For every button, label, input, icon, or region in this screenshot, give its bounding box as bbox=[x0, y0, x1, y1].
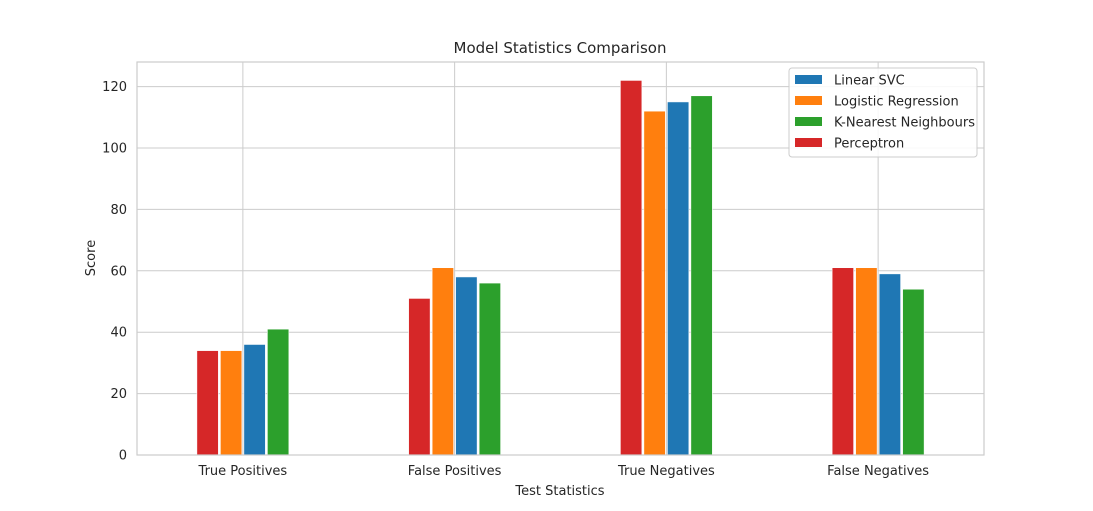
bar-linear-svc bbox=[455, 276, 478, 456]
bar-logistic-regression bbox=[220, 350, 243, 456]
legend-label-k-nearest-neighbours: K-Nearest Neighbours bbox=[834, 116, 975, 131]
bar-perceptron bbox=[620, 80, 643, 456]
legend-label-logistic-regression: Logistic Regression bbox=[834, 95, 959, 110]
x-tick-label: False Positives bbox=[408, 464, 502, 479]
bar-perceptron bbox=[408, 298, 431, 456]
y-tick-label: 60 bbox=[110, 264, 127, 279]
bar-k-nearest-neighbours bbox=[478, 282, 501, 456]
y-tick-labels: 0 20 40 60 80 100 120 bbox=[102, 80, 127, 463]
x-tick-labels: True Positives False Positives True Negati… bbox=[198, 464, 930, 479]
bar-logistic-regression bbox=[643, 110, 666, 456]
legend-label-linear-svc: Linear SVC bbox=[834, 74, 905, 89]
bar-linear-svc bbox=[243, 344, 266, 456]
legend: Linear SVC Logistic Regression K-Nearest N… bbox=[788, 67, 978, 158]
y-tick-label: 20 bbox=[110, 387, 127, 402]
legend-swatch-logistic-regression bbox=[795, 96, 822, 105]
bar-k-nearest-neighbours bbox=[690, 95, 713, 456]
legend-swatch-k-nearest-neighbours bbox=[795, 117, 822, 126]
y-tick-label: 100 bbox=[102, 141, 127, 156]
legend-swatch-linear-svc bbox=[795, 75, 822, 84]
chart-title: Model Statistics Comparison bbox=[454, 39, 667, 57]
legend-box bbox=[788, 67, 978, 158]
bar-logistic-regression bbox=[855, 267, 878, 456]
bar-perceptron bbox=[196, 350, 219, 456]
legend-label-perceptron: Perceptron bbox=[834, 137, 904, 152]
y-tick-label: 80 bbox=[110, 203, 127, 218]
bar-k-nearest-neighbours bbox=[267, 328, 290, 456]
bar-logistic-regression bbox=[431, 267, 454, 456]
bar-linear-svc bbox=[878, 273, 901, 456]
x-tick-label: True Negatives bbox=[617, 464, 715, 479]
plot-frame bbox=[136, 61, 985, 456]
bar-perceptron bbox=[831, 267, 854, 456]
x-axis-title: Test Statistics bbox=[514, 484, 604, 499]
y-tick-label: 120 bbox=[102, 80, 127, 95]
bar-linear-svc bbox=[667, 101, 690, 456]
x-tick-label: False Negatives bbox=[827, 464, 929, 479]
y-tick-label: 40 bbox=[110, 326, 127, 341]
bar-k-nearest-neighbours bbox=[902, 288, 925, 456]
y-axis-title: Score bbox=[84, 240, 99, 276]
y-tick-label: 0 bbox=[119, 449, 127, 464]
legend-swatch-perceptron bbox=[795, 138, 822, 147]
x-tick-label: True Positives bbox=[198, 464, 288, 479]
